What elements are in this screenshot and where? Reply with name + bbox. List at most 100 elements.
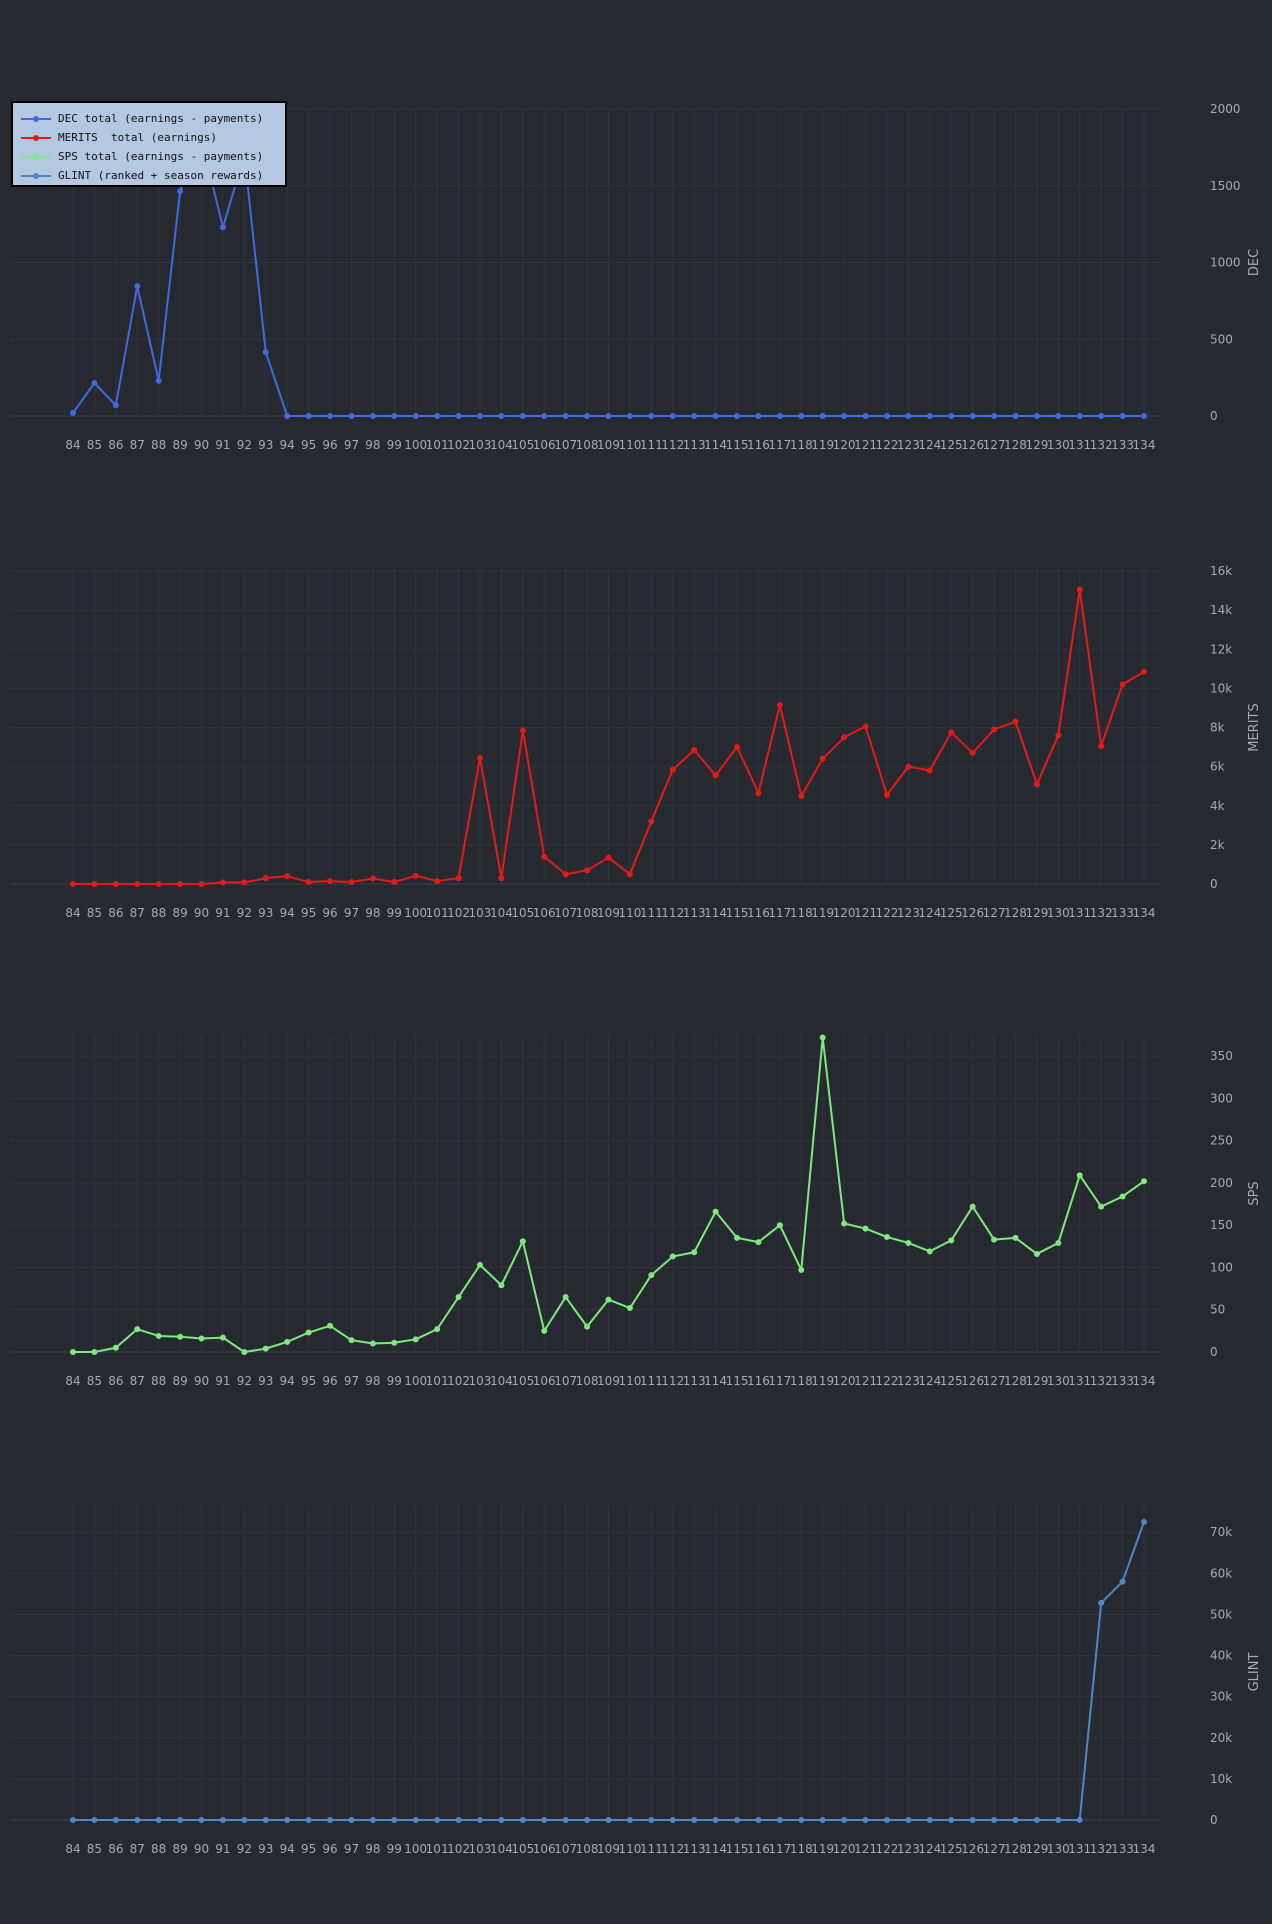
x-tick-label: 95 [301, 1374, 316, 1388]
x-tick-label: 107 [554, 906, 577, 920]
data-point [70, 1817, 76, 1823]
data-point [584, 1323, 591, 1330]
x-tick-label: 125 [940, 1374, 963, 1388]
data-point [1119, 413, 1126, 419]
x-tick-label: 94 [280, 1374, 295, 1388]
x-tick-label: 108 [576, 1374, 599, 1388]
data-point [883, 1234, 890, 1241]
x-tick-label: 126 [961, 1842, 984, 1856]
data-point [926, 413, 933, 419]
legend-item-dec[interactable]: DEC total (earnings - payments) [21, 109, 277, 128]
x-tick-label: 93 [258, 438, 273, 452]
data-point [434, 1817, 441, 1823]
x-tick-label: 121 [854, 1842, 877, 1856]
data-point [198, 881, 205, 887]
data-point [369, 413, 376, 419]
x-tick-label: 100 [404, 1374, 427, 1388]
data-point [70, 409, 76, 416]
y-tick-label: 300 [1210, 1091, 1233, 1105]
data-point [798, 792, 805, 799]
x-tick-label: 100 [404, 906, 427, 920]
x-tick-label: 94 [280, 906, 295, 920]
data-point [327, 878, 334, 885]
data-point [1141, 1518, 1147, 1525]
data-point [155, 1332, 162, 1339]
data-point [605, 1817, 612, 1823]
x-tick-label: 100 [404, 1842, 427, 1856]
data-point [862, 413, 869, 419]
data-point [883, 791, 890, 798]
x-tick-label: 132 [1090, 438, 1113, 452]
data-point [541, 1817, 548, 1823]
data-point [991, 1817, 998, 1823]
legend-label-merits: MERITS total (earnings) [58, 131, 217, 144]
data-point [734, 744, 741, 751]
data-point [562, 413, 569, 419]
data-point [434, 1326, 441, 1333]
data-point [412, 1817, 419, 1823]
x-tick-label: 131 [1068, 906, 1091, 920]
x-tick-label: 92 [237, 906, 252, 920]
y-tick-label: 0 [1210, 877, 1218, 891]
chart-panel-dec: 0 500 1000 1500 2000 84 85 86 87 88 89 90 91 92 93 94 95… [10, 102, 1262, 452]
data-point [476, 1261, 483, 1268]
data-point [498, 413, 505, 419]
data-point [91, 1817, 98, 1823]
x-tick-label: 98 [365, 906, 380, 920]
x-tick-label: 106 [533, 438, 556, 452]
x-tick-label: 118 [790, 906, 813, 920]
data-point [327, 1322, 334, 1329]
legend-label-dec: DEC total (earnings - payments) [58, 112, 264, 125]
legend-item-glint[interactable]: GLINT (ranked + season rewards) [21, 166, 277, 185]
legend-item-merits[interactable]: MERITS total (earnings) [21, 128, 277, 147]
x-tick-label: 96 [322, 438, 337, 452]
x-tick-label: 111 [640, 1374, 663, 1388]
data-point [755, 413, 762, 419]
data-point [669, 413, 676, 419]
x-tick-label: 115 [726, 1374, 749, 1388]
chart-panel-merits: 0 2k 4k 6k 8k 10k 12k 14k 16k 84 85 86 87 88 89 90 91 92 9… [10, 564, 1262, 920]
x-tick-label: 85 [87, 1842, 102, 1856]
y-tick-label: 0 [1210, 409, 1218, 423]
chart-panel-sps: 0 50 100 150 200 250 300 350 84 85 86 87 88 89 90 91 92 9… [10, 1034, 1262, 1388]
x-tick-label: 85 [87, 438, 102, 452]
data-point [691, 1249, 698, 1256]
x-tick-label: 119 [811, 438, 834, 452]
x-tick-label: 84 [65, 1842, 80, 1856]
x-tick-label: 120 [833, 906, 856, 920]
x-tick-label: 112 [661, 1374, 684, 1388]
data-point [305, 413, 312, 419]
y-tick-label: 150 [1210, 1218, 1233, 1232]
y-tick-label: 2000 [1210, 102, 1241, 116]
x-tick-label: 90 [194, 438, 209, 452]
x-tick-label: 99 [387, 906, 402, 920]
data-point [669, 766, 676, 773]
data-point [926, 1817, 933, 1823]
x-tick-label: 130 [1047, 1842, 1070, 1856]
data-point [155, 1817, 162, 1823]
x-tick-label: 127 [983, 1842, 1006, 1856]
data-point [541, 413, 548, 419]
data-point [498, 875, 505, 882]
x-tick-label: 132 [1090, 1842, 1113, 1856]
x-tick-label: 126 [961, 438, 984, 452]
data-point [219, 1334, 226, 1341]
x-tick-label: 115 [726, 1842, 749, 1856]
data-point [241, 1817, 248, 1823]
x-tick-label: 121 [854, 438, 877, 452]
data-point [412, 872, 419, 879]
x-tick-label: 128 [1004, 1374, 1027, 1388]
data-point [905, 763, 912, 770]
x-tick-label: 121 [854, 1374, 877, 1388]
legend-label-glint: GLINT (ranked + season rewards) [58, 169, 264, 182]
data-point [284, 413, 291, 419]
x-tick-label: 134 [1133, 1374, 1156, 1388]
data-point [112, 1817, 119, 1823]
x-tick-label: 123 [897, 1374, 920, 1388]
data-point [1076, 586, 1083, 593]
data-point [112, 1344, 119, 1351]
x-tick-label: 101 [426, 1374, 449, 1388]
legend-item-sps[interactable]: SPS total (earnings - payments) [21, 147, 277, 166]
x-tick-label: 116 [747, 906, 770, 920]
y-tick-label: 30k [1210, 1690, 1232, 1704]
